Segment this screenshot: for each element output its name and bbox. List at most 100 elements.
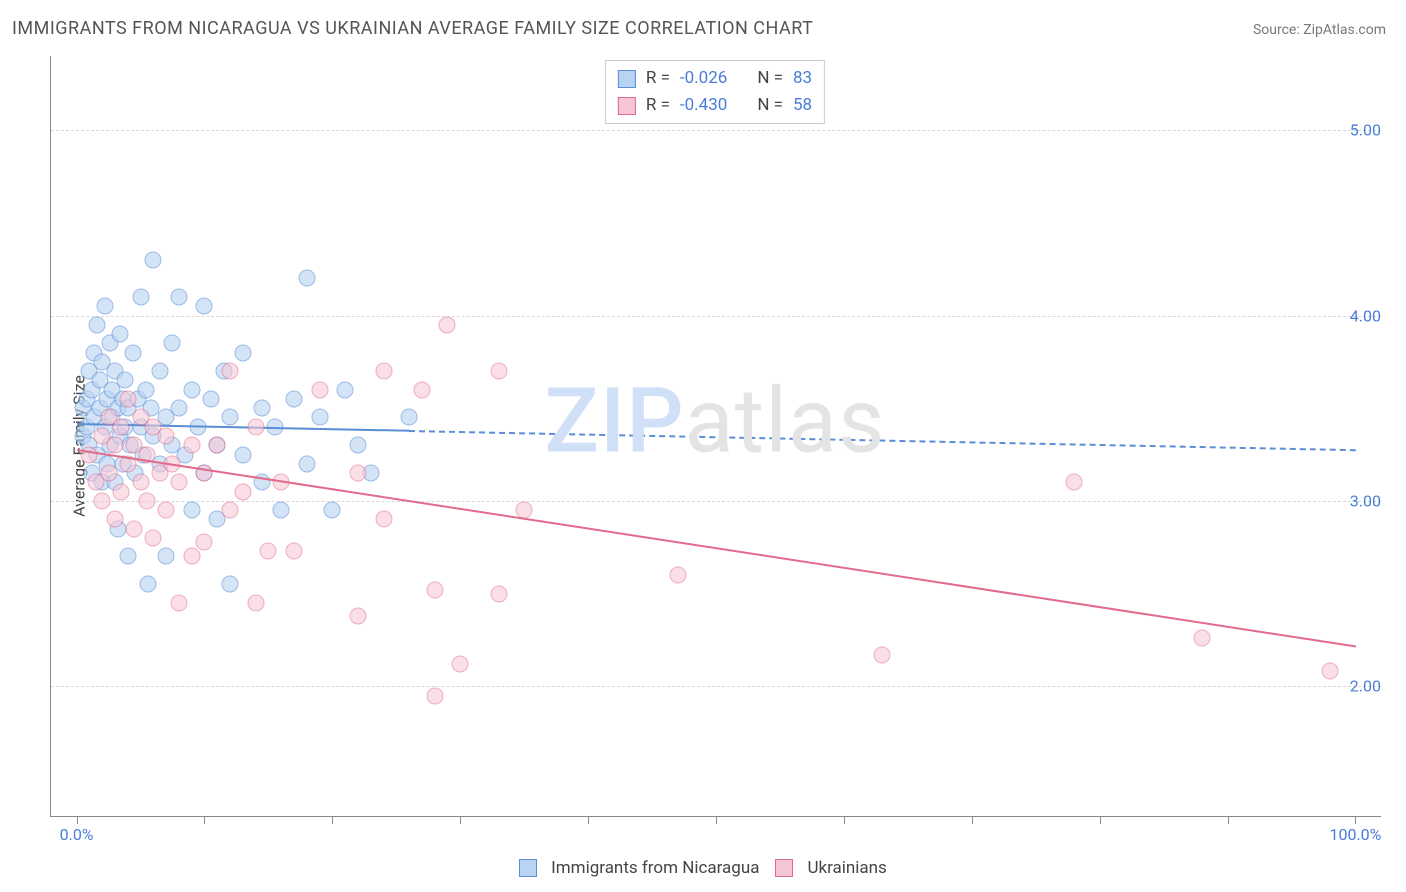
data-point-nicaragua xyxy=(124,344,141,361)
x-tick xyxy=(1355,816,1356,824)
data-point-nicaragua xyxy=(89,316,106,333)
gridline xyxy=(51,130,1381,131)
data-point-ukrainians xyxy=(490,585,507,602)
legend-row-ukrainians: R = -0.430 N = 58 xyxy=(618,92,812,119)
data-point-ukrainians xyxy=(413,381,430,398)
data-point-ukrainians xyxy=(183,437,200,454)
data-point-ukrainians xyxy=(170,474,187,491)
x-tick xyxy=(716,816,717,824)
data-point-ukrainians xyxy=(247,594,264,611)
data-point-nicaragua xyxy=(298,270,315,287)
data-point-ukrainians xyxy=(375,363,392,380)
data-point-ukrainians xyxy=(1321,663,1338,680)
legend-swatch-nicaragua xyxy=(618,70,636,88)
data-point-ukrainians xyxy=(126,520,143,537)
data-point-nicaragua xyxy=(401,409,418,426)
data-point-ukrainians xyxy=(247,418,264,435)
chart-container: IMMIGRANTS FROM NICARAGUA VS UKRAINIAN A… xyxy=(0,0,1406,892)
data-point-nicaragua xyxy=(234,446,251,463)
legend-r-label: R = xyxy=(646,92,670,119)
data-point-nicaragua xyxy=(234,344,251,361)
data-point-ukrainians xyxy=(113,483,130,500)
data-point-ukrainians xyxy=(452,656,469,673)
data-point-ukrainians xyxy=(426,687,443,704)
x-tick-label: 100.0% xyxy=(1329,825,1381,844)
plot-area: 2.003.004.005.000.0%100.0% xyxy=(50,56,1381,817)
data-point-nicaragua xyxy=(170,288,187,305)
data-point-nicaragua xyxy=(222,576,239,593)
y-tick-label: 5.00 xyxy=(1331,121,1381,140)
data-point-ukrainians xyxy=(158,502,175,519)
gridline xyxy=(51,686,1381,687)
data-point-ukrainians xyxy=(170,594,187,611)
legend-n-value: 83 xyxy=(793,65,812,92)
y-tick-label: 3.00 xyxy=(1331,491,1381,510)
data-point-nicaragua xyxy=(112,326,129,343)
data-point-ukrainians xyxy=(375,511,392,528)
data-point-ukrainians xyxy=(669,567,686,584)
data-point-nicaragua xyxy=(137,381,154,398)
legend-bottom-label-ukrainians: Ukrainians xyxy=(807,858,886,878)
data-point-nicaragua xyxy=(151,363,168,380)
x-tick xyxy=(204,816,205,824)
data-point-nicaragua xyxy=(324,502,341,519)
data-point-nicaragua xyxy=(164,335,181,352)
data-point-nicaragua xyxy=(273,502,290,519)
legend-n-label: N = xyxy=(757,65,783,92)
data-point-nicaragua xyxy=(222,409,239,426)
gridline xyxy=(51,501,1381,502)
data-point-ukrainians xyxy=(145,529,162,546)
source-attribution: Source: ZipAtlas.com xyxy=(1253,22,1386,38)
data-point-nicaragua xyxy=(202,390,219,407)
data-point-ukrainians xyxy=(94,492,111,509)
x-tick xyxy=(460,816,461,824)
data-point-ukrainians xyxy=(158,428,175,445)
x-tick xyxy=(1100,816,1101,824)
data-point-nicaragua xyxy=(337,381,354,398)
source-name: ZipAtlas.com xyxy=(1303,22,1386,38)
data-point-nicaragua xyxy=(349,437,366,454)
data-point-nicaragua xyxy=(140,576,157,593)
data-point-ukrainians xyxy=(349,465,366,482)
data-point-ukrainians xyxy=(132,474,149,491)
data-point-nicaragua xyxy=(119,548,136,565)
data-point-ukrainians xyxy=(285,542,302,559)
legend-swatch-ukrainians xyxy=(618,97,636,115)
data-point-ukrainians xyxy=(222,502,239,519)
data-point-ukrainians xyxy=(183,548,200,565)
legend-n-label: N = xyxy=(757,92,783,119)
legend-n-value: 58 xyxy=(793,92,812,119)
data-point-ukrainians xyxy=(81,446,98,463)
y-tick-label: 2.00 xyxy=(1331,677,1381,696)
data-point-nicaragua xyxy=(311,409,328,426)
data-point-ukrainians xyxy=(234,483,251,500)
data-point-nicaragua xyxy=(96,298,113,315)
data-point-ukrainians xyxy=(439,316,456,333)
legend-r-value: -0.430 xyxy=(680,92,727,119)
x-tick xyxy=(972,816,973,824)
data-point-nicaragua xyxy=(285,390,302,407)
data-point-nicaragua xyxy=(298,455,315,472)
x-tick xyxy=(332,816,333,824)
data-point-ukrainians xyxy=(874,646,891,663)
x-tick xyxy=(1228,816,1229,824)
data-point-nicaragua xyxy=(145,251,162,268)
data-point-ukrainians xyxy=(209,437,226,454)
data-point-ukrainians xyxy=(349,607,366,624)
gridline xyxy=(51,316,1381,317)
legend-correlation: R = -0.026 N = 83R = -0.430 N = 58 xyxy=(605,60,825,124)
legend-bottom-swatch-ukrainians xyxy=(775,859,793,877)
data-point-ukrainians xyxy=(490,363,507,380)
data-point-nicaragua xyxy=(254,400,271,417)
legend-bottom-swatch-nicaragua xyxy=(519,859,537,877)
trend-line-nicaragua xyxy=(409,430,1355,451)
data-point-ukrainians xyxy=(1193,630,1210,647)
legend-r-value: -0.026 xyxy=(680,65,727,92)
data-point-ukrainians xyxy=(1066,474,1083,491)
scatter-chart: 2.003.004.005.000.0%100.0% ZIPatlas R = … xyxy=(50,56,1380,816)
data-point-ukrainians xyxy=(106,437,123,454)
source-label: Source: xyxy=(1253,22,1303,38)
data-point-ukrainians xyxy=(138,492,155,509)
data-point-ukrainians xyxy=(100,465,117,482)
data-point-nicaragua xyxy=(196,298,213,315)
